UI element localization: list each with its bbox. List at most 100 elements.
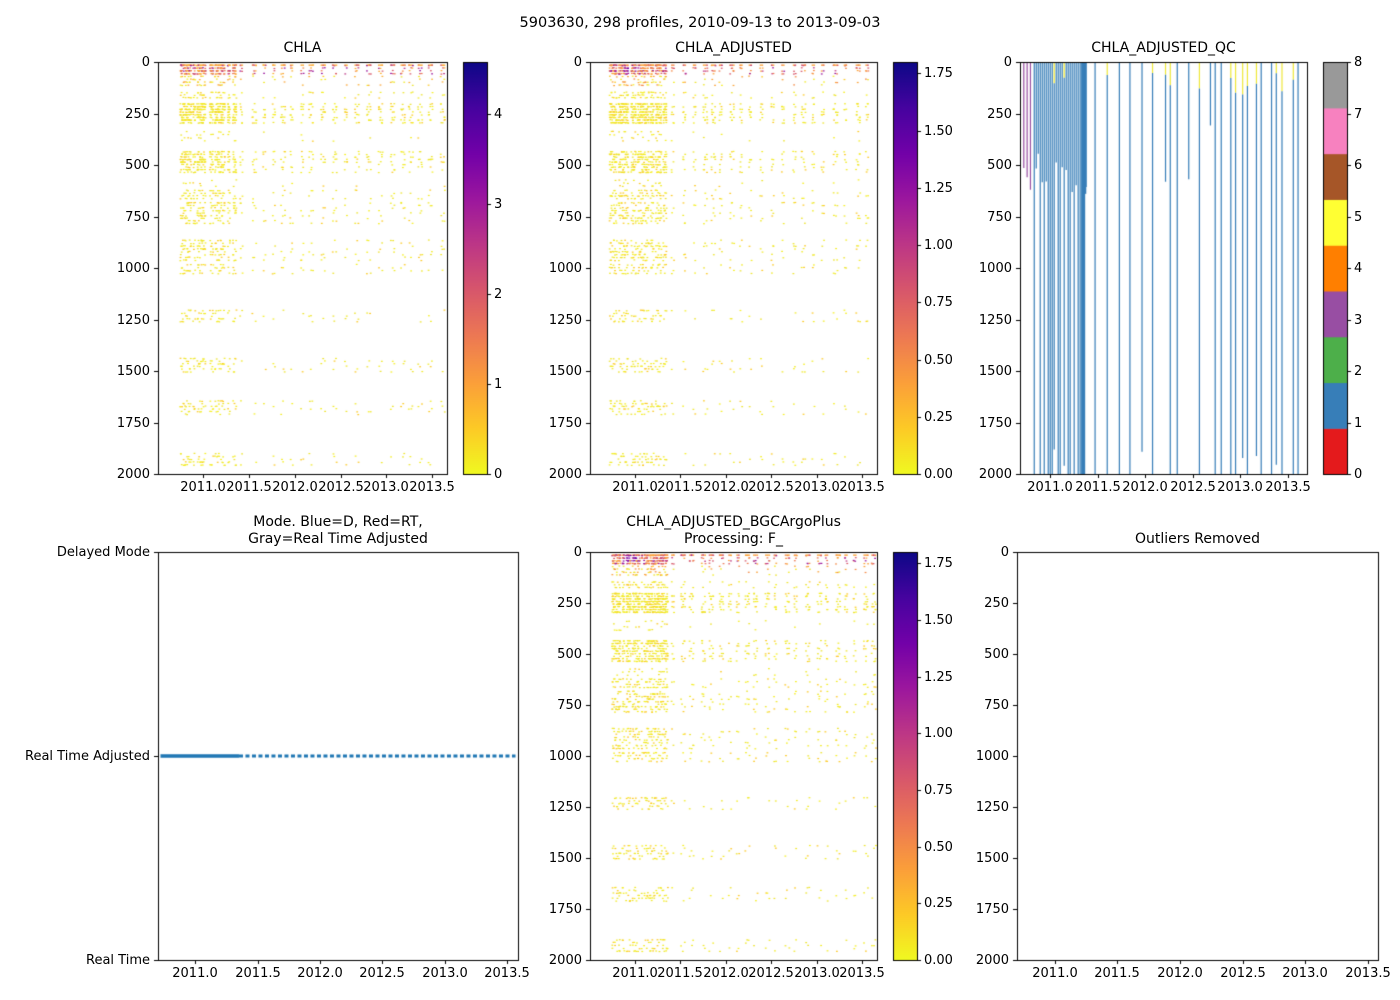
x-tick-label: 2013.0 (422, 966, 468, 981)
x-tick-label: 2012.5 (748, 966, 794, 981)
x-tick-label: 2012.5 (1170, 480, 1216, 495)
y-tick-label: Real Time Adjusted (25, 748, 150, 764)
y-tick-label: 0 (1000, 544, 1009, 560)
y-tick-label: 250 (987, 106, 1012, 122)
colorbar-tick-label: 4 (494, 106, 503, 122)
y-tick-label: 2000 (975, 952, 1009, 968)
x-tick-label: 2013.5 (839, 966, 885, 981)
x-tick-label: 2013.0 (794, 966, 840, 981)
x-tick-label: 2013.0 (363, 480, 409, 495)
x-tick-label: 2011.0 (180, 480, 226, 495)
y-tick-label: 500 (987, 157, 1012, 173)
y-tick-label: 2000 (978, 466, 1012, 482)
y-tick-label: 1250 (978, 312, 1012, 328)
colorbar-tick-label: 1 (494, 376, 503, 392)
y-tick-label: 1000 (978, 260, 1012, 276)
x-tick-label: 2011.0 (1032, 966, 1078, 981)
x-tick-label: 2013.0 (1282, 966, 1328, 981)
x-tick-label: 2012.0 (703, 966, 749, 981)
subplot-mode-title: Mode. Blue=D, Red=RT, Gray=Real Time Adj… (248, 514, 428, 547)
subplot-chla-title: CHLA (283, 40, 322, 56)
y-tick-label: 500 (557, 157, 582, 173)
x-tick-label: 2013.5 (1345, 966, 1391, 981)
colorbar-tick-label: 0.75 (924, 294, 953, 310)
x-tick-label: 2012.5 (748, 480, 794, 495)
colorbar-tick-label: 1.75 (924, 65, 953, 81)
colorbar-tick-label: 1.50 (924, 123, 953, 139)
y-tick-label: 1500 (548, 363, 582, 379)
colorbar-tick-label: 2 (494, 286, 503, 302)
colorbar-tick-label: 4 (1354, 260, 1363, 276)
x-tick-label: 2011.5 (1094, 966, 1140, 981)
y-tick-label: 1000 (975, 748, 1009, 764)
y-tick-label: 500 (557, 646, 582, 662)
x-tick-label: 2013.0 (1217, 480, 1263, 495)
x-tick-label: 2012.5 (318, 480, 364, 495)
colorbar-tick-label: 2 (1354, 363, 1363, 379)
y-tick-label: 500 (984, 646, 1009, 662)
colorbar-tick-label: 0.50 (924, 352, 953, 368)
colorbar-tick-label: 1.00 (924, 237, 953, 253)
colorbar-tick-label: 0.50 (924, 839, 953, 855)
y-tick-label: 1750 (978, 415, 1012, 431)
figure-title: 5903630, 298 profiles, 2010-09-13 to 201… (519, 15, 881, 31)
colorbar-tick-label: 0.25 (924, 409, 953, 425)
y-tick-label: 2000 (116, 466, 150, 482)
y-tick-label: 1000 (548, 748, 582, 764)
y-tick-label: 500 (125, 157, 150, 173)
x-tick-label: 2012.0 (1157, 966, 1203, 981)
x-tick-label: 2011.0 (612, 480, 658, 495)
colorbar-tick-label: 0 (494, 466, 503, 482)
y-tick-label: 1750 (548, 901, 582, 917)
y-tick-label: 750 (987, 209, 1012, 225)
y-tick-label: 750 (557, 697, 582, 713)
colorbar-tick-label: 3 (1354, 312, 1363, 328)
colorbar-tick-label: 1.00 (924, 725, 953, 741)
y-tick-label: 1250 (116, 312, 150, 328)
y-tick-label: 0 (1003, 54, 1012, 70)
colorbar-tick-label: 1.25 (924, 180, 953, 196)
colorbar-tick-label: 3 (494, 196, 503, 212)
y-tick-label: 2000 (548, 952, 582, 968)
y-tick-label: 1000 (548, 260, 582, 276)
y-tick-label: 1500 (548, 850, 582, 866)
colorbar-tick-label: 1.50 (924, 612, 953, 628)
y-tick-label: 0 (141, 54, 150, 70)
y-tick-label: 250 (557, 595, 582, 611)
x-tick-label: 2012.0 (703, 480, 749, 495)
y-tick-label: 0 (573, 54, 582, 70)
colorbar-tick-label: 7 (1354, 106, 1363, 122)
subplot-outliers-title: Outliers Removed (1135, 531, 1260, 547)
colorbar-tick-label: 6 (1354, 157, 1363, 173)
colorbar-tick-label: 0.00 (924, 466, 953, 482)
y-tick-label: 1750 (116, 415, 150, 431)
y-tick-label: 250 (984, 595, 1009, 611)
x-tick-label: 2012.0 (272, 480, 318, 495)
x-tick-label: 2011.0 (1027, 480, 1073, 495)
y-tick-label: 1500 (975, 850, 1009, 866)
y-tick-label: 750 (984, 697, 1009, 713)
x-tick-label: 2013.5 (1265, 480, 1311, 495)
colorbar-tick-label: 0.75 (924, 782, 953, 798)
colorbar-tick-label: 8 (1354, 54, 1363, 70)
y-tick-label: 750 (125, 209, 150, 225)
y-tick-label: 2000 (548, 466, 582, 482)
subplot-chla-adjusted-qc-title: CHLA_ADJUSTED_QC (1091, 40, 1236, 56)
y-tick-label: 1250 (975, 799, 1009, 815)
x-tick-label: 2011.5 (657, 966, 703, 981)
x-tick-label: 2011.0 (612, 966, 658, 981)
x-tick-label: 2011.0 (172, 966, 218, 981)
colorbar-tick-label: 0 (1354, 466, 1363, 482)
x-tick-label: 2013.5 (409, 480, 455, 495)
x-tick-label: 2013.5 (839, 480, 885, 495)
x-tick-label: 2011.5 (226, 480, 272, 495)
subplot-bgc-title: CHLA_ADJUSTED_BGCArgoPlus Processing: F_ (626, 514, 841, 547)
y-tick-label: Delayed Mode (56, 544, 150, 560)
y-tick-label: 750 (557, 209, 582, 225)
colorbar-tick-label: 0.25 (924, 895, 953, 911)
x-tick-label: 2012.0 (1122, 480, 1168, 495)
y-tick-label: 0 (573, 544, 582, 560)
y-tick-label: 1250 (548, 799, 582, 815)
